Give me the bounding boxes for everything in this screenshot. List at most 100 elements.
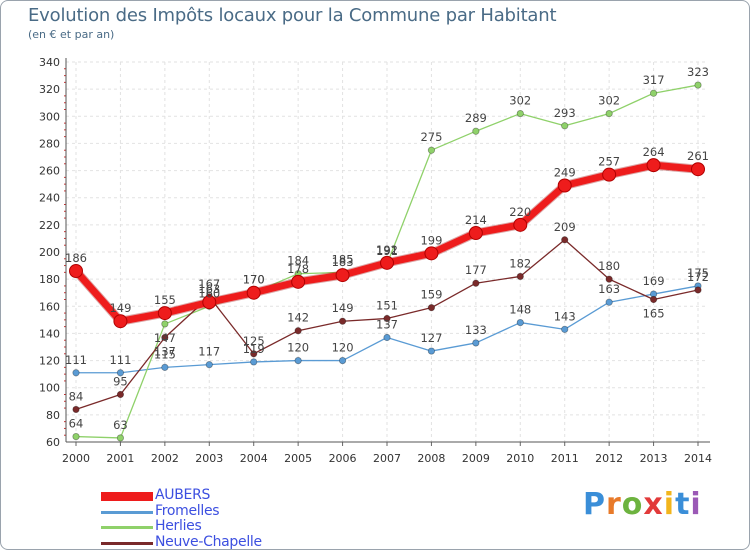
data-label: 163 [198,282,220,296]
x-tick-label: 2003 [195,452,223,465]
data-point [472,339,480,347]
legend-label: Fromelles [155,502,220,519]
data-point [72,432,80,441]
y-tick-label: 120 [39,355,60,368]
y-tick-label: 320 [39,83,60,96]
x-tick-label: 2012 [595,452,623,465]
data-point [691,162,705,177]
data-point [291,274,306,289]
x-tick-label: 2013 [640,452,668,465]
x-tick-label: 2007 [373,452,401,465]
data-label: 137 [376,318,398,332]
chart-subtitle: (en € et par an) [28,28,115,41]
data-label: 175 [687,266,709,280]
data-point [202,295,217,310]
data-point [516,109,524,118]
data-label: 151 [376,299,398,313]
data-point [383,333,391,342]
data-point [250,358,258,366]
data-point [561,325,569,333]
logo-letter: i [690,487,702,522]
data-label: 111 [65,353,87,367]
data-label: 167 [198,277,220,291]
data-label: 264 [643,145,665,159]
data-label: 185 [332,252,354,266]
data-label: 199 [420,233,442,247]
data-point [116,390,125,399]
legend-swatch [101,492,153,501]
data-point [694,81,702,89]
data-label: 120 [287,341,309,355]
data-point [694,286,702,294]
y-tick-label: 260 [39,165,60,178]
data-point [516,318,524,327]
data-label: 111 [109,353,131,367]
data-point [250,350,258,358]
data-label: 64 [69,417,84,431]
x-tick-label: 2014 [684,452,712,465]
y-tick-label: 60 [46,436,60,449]
data-label: 182 [509,256,531,270]
data-label: 289 [465,111,487,125]
data-point [161,363,169,371]
data-label: 160 [198,286,220,300]
data-label: 147 [154,331,176,345]
logo-letter: o [621,487,644,522]
x-tick-label: 2011 [551,452,579,465]
data-label: 275 [420,130,442,144]
data-label: 84 [69,389,84,403]
legend-label: AUBERS [155,487,211,503]
data-point [649,295,658,304]
data-point [335,268,350,283]
data-point [424,246,439,261]
x-tick-label: 2001 [106,452,134,465]
data-point [72,405,80,414]
data-point [605,275,613,283]
data-label: 117 [198,345,220,359]
data-point [472,127,480,135]
data-point [472,279,480,287]
data-point [161,320,169,328]
data-point [338,356,347,365]
logo-letter: t [675,487,691,522]
data-label: 214 [465,213,487,227]
data-point [246,285,261,300]
data-label: 302 [598,94,620,108]
data-point [557,178,572,193]
data-label: 137 [154,345,176,359]
data-label: 63 [113,418,128,432]
logo-letter: P [583,487,606,522]
y-tick-label: 240 [39,192,60,205]
data-label: 180 [598,259,620,273]
series-layer [69,81,705,442]
data-point [649,89,658,97]
data-label: 172 [687,270,709,284]
legend-label: Neuve-Chapelle [155,533,262,550]
data-label: 119 [243,342,265,356]
data-label: 95 [113,375,128,389]
data-label: 220 [509,205,531,219]
data-point [69,264,83,278]
data-label: 209 [554,220,576,234]
data-point [205,361,213,369]
data-point [380,255,394,270]
x-tick-label: 2009 [462,452,490,465]
data-label: 163 [598,282,620,296]
data-point [113,314,128,329]
data-point [161,333,169,342]
data-label: 302 [509,94,531,108]
y-tick-label: 180 [39,273,60,286]
data-point [561,122,569,130]
data-label: 125 [243,334,265,348]
data-point [116,369,125,377]
logo-letter: i [663,487,676,522]
data-label: 192 [376,243,398,257]
y-tick-label: 280 [39,137,60,150]
data-point [294,327,302,335]
data-point [513,217,528,232]
data-point [157,306,172,321]
data-point [646,158,661,173]
data-label: 177 [465,263,487,277]
data-label: 317 [643,73,665,87]
